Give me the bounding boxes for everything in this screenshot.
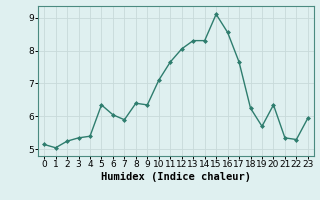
X-axis label: Humidex (Indice chaleur): Humidex (Indice chaleur) — [101, 172, 251, 182]
